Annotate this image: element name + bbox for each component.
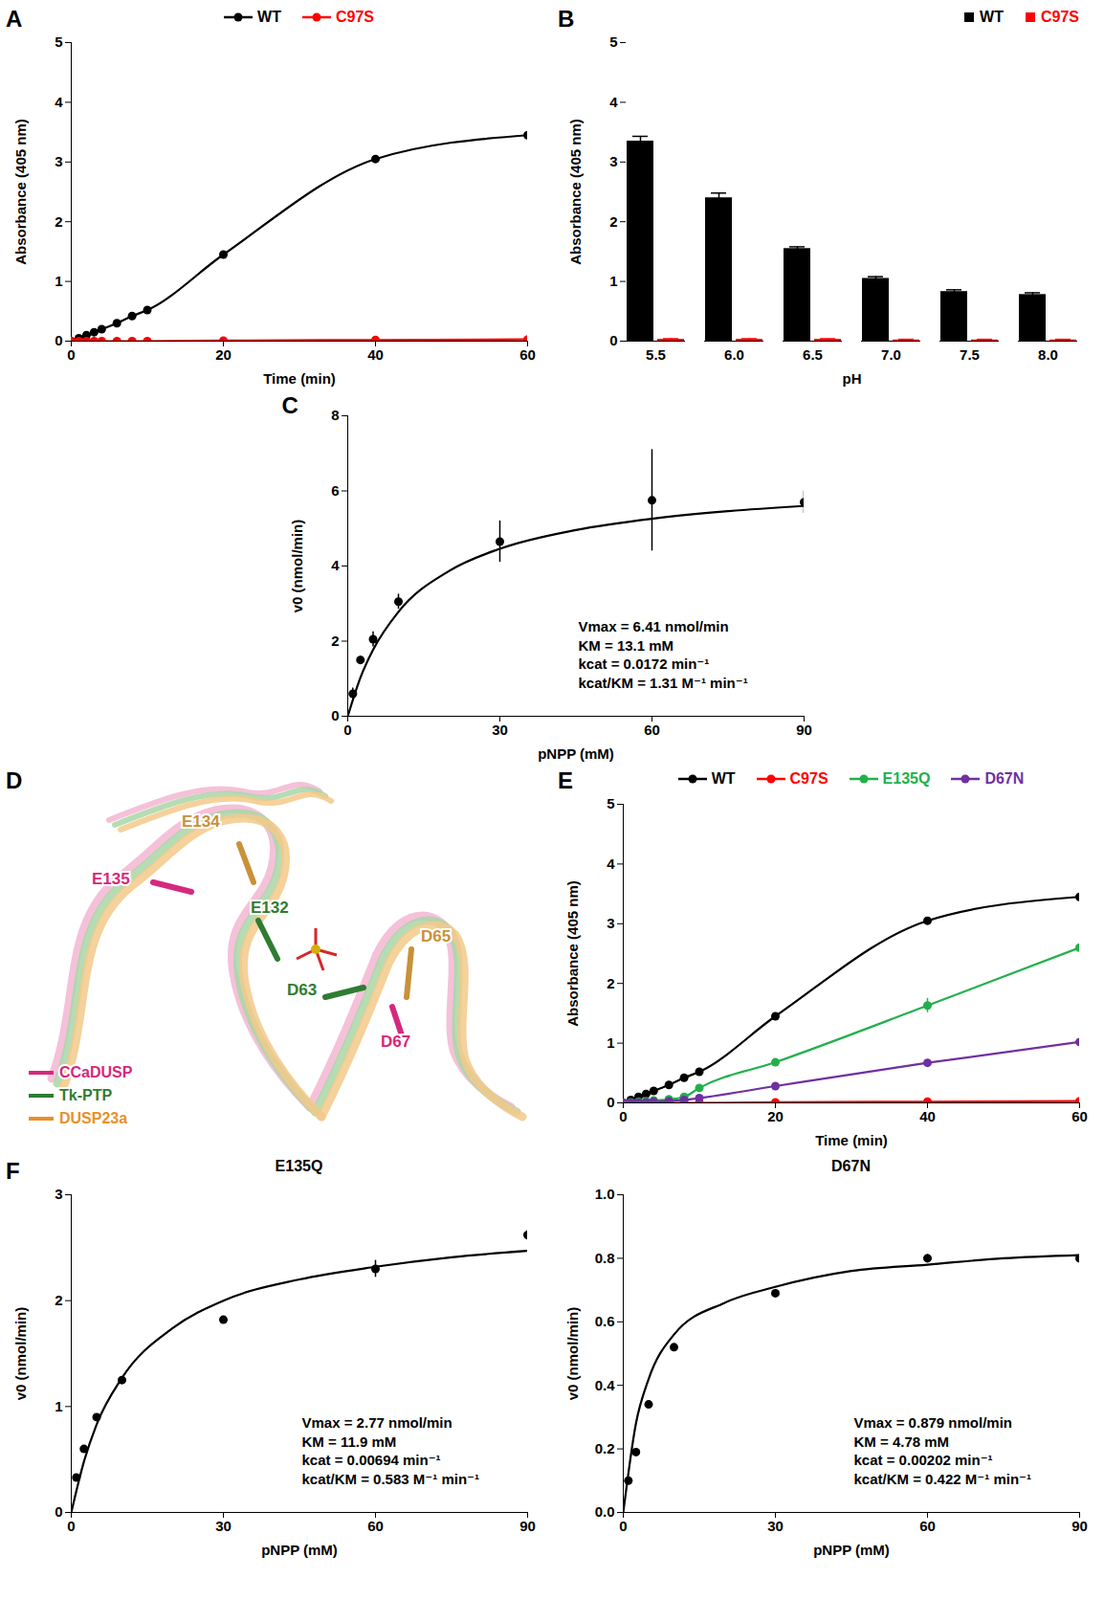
svg-text:Tk-PTP: Tk-PTP (59, 1086, 112, 1104)
svg-text:0: 0 (54, 331, 63, 349)
svg-text:2: 2 (606, 974, 615, 992)
svg-text:0.4: 0.4 (595, 1376, 617, 1393)
html-text:WT: WT (711, 770, 736, 787)
svg-text:0: 0 (66, 1517, 75, 1534)
svg-text:Absorbance (405 nm): Absorbance (405 nm) (567, 118, 584, 265)
svg-text:3: 3 (606, 914, 615, 931)
html-text:A: A (5, 5, 23, 32)
svg-text:E132: E132 (250, 898, 289, 917)
svg-text:40: 40 (919, 1107, 936, 1125)
svg-text:0.8: 0.8 (595, 1249, 616, 1266)
svg-text:30: 30 (491, 721, 508, 738)
svg-text:0: 0 (618, 1517, 627, 1534)
svg-text:Absorbance (405 nm): Absorbance (405 nm) (564, 880, 581, 1027)
svg-text:0.0: 0.0 (595, 1502, 616, 1520)
svg-text:pH: pH (842, 370, 862, 387)
svg-text:5: 5 (609, 33, 618, 50)
svg-text:1: 1 (609, 272, 618, 289)
svg-text:1.0: 1.0 (595, 1185, 616, 1202)
svg-text:30: 30 (767, 1517, 784, 1534)
svg-text:3: 3 (54, 153, 63, 170)
svg-text:3: 3 (609, 153, 618, 170)
html-text:C97S: C97S (335, 8, 375, 25)
svg-text:6: 6 (331, 482, 339, 499)
html-text:F: F (5, 1157, 20, 1184)
svg-text:Vmax = 0.879 nmol/minKM = 4.78: Vmax = 0.879 nmol/minKM = 4.78 mMkcat = … (854, 1413, 1032, 1487)
html-text:E: E (557, 767, 574, 794)
svg-text:8: 8 (331, 406, 339, 423)
svg-text:Absorbance (405 nm): Absorbance (405 nm) (12, 118, 29, 265)
svg-text:90: 90 (519, 1517, 536, 1534)
svg-text:20: 20 (215, 346, 232, 363)
svg-text:Vmax = 2.77 nmol/minKM = 11.9: Vmax = 2.77 nmol/minKM = 11.9 mMkcat = 0… (302, 1413, 480, 1487)
svg-text:2: 2 (54, 1291, 63, 1308)
svg-text:4: 4 (54, 93, 64, 111)
svg-text:0: 0 (606, 1093, 615, 1110)
svg-text:E134: E134 (181, 812, 221, 831)
svg-text:Time (min): Time (min) (815, 1131, 888, 1149)
svg-text:0: 0 (54, 1502, 63, 1520)
html-text:E135Q: E135Q (275, 1157, 323, 1174)
svg-text:v0 (nmol/min): v0 (nmol/min) (564, 1306, 581, 1401)
svg-text:5: 5 (54, 33, 63, 50)
html-text:C97S: C97S (789, 770, 829, 787)
html-text:WT: WT (257, 8, 282, 25)
svg-text:pNPP (mM): pNPP (mM) (537, 745, 615, 762)
svg-text:D63: D63 (287, 980, 317, 999)
svg-text:60: 60 (643, 721, 661, 738)
svg-text:8.0: 8.0 (1037, 346, 1059, 363)
svg-text:2: 2 (331, 632, 339, 649)
svg-text:4: 4 (609, 93, 619, 111)
svg-text:60: 60 (919, 1517, 936, 1534)
svg-text:0: 0 (331, 706, 339, 724)
svg-text:4: 4 (331, 556, 340, 574)
html-text:C97S: C97S (1040, 8, 1080, 25)
svg-text:2: 2 (609, 213, 618, 230)
svg-text:D67: D67 (380, 1032, 411, 1051)
svg-text:60: 60 (367, 1517, 384, 1534)
svg-text:30: 30 (215, 1517, 232, 1534)
svg-text:v0 (nmol/min): v0 (nmol/min) (288, 519, 306, 614)
svg-text:5: 5 (606, 794, 615, 812)
html-text:D67N: D67N (831, 1157, 871, 1174)
svg-text:2: 2 (54, 213, 63, 230)
svg-text:60: 60 (1071, 1107, 1088, 1125)
svg-text:0.2: 0.2 (595, 1439, 616, 1457)
svg-text:4: 4 (606, 855, 616, 872)
svg-text:0: 0 (66, 346, 75, 363)
svg-text:90: 90 (1071, 1517, 1088, 1534)
html-text:B: B (557, 5, 575, 32)
html-text:E135Q: E135Q (882, 770, 931, 787)
svg-text:0: 0 (343, 721, 352, 738)
html-text:C: C (281, 392, 299, 419)
svg-text:40: 40 (367, 346, 384, 363)
svg-text:7.5: 7.5 (959, 346, 980, 363)
svg-text:D65: D65 (420, 927, 451, 946)
svg-text:1: 1 (606, 1034, 615, 1051)
svg-text:7.0: 7.0 (881, 346, 902, 363)
svg-text:pNPP (mM): pNPP (mM) (261, 1541, 338, 1558)
svg-text:6.5: 6.5 (802, 346, 823, 363)
svg-text:v0 (nmol/min): v0 (nmol/min) (12, 1306, 29, 1401)
html-text:D: D (5, 767, 23, 794)
svg-text:Time (min): Time (min) (263, 370, 336, 387)
svg-text:5.5: 5.5 (645, 346, 666, 363)
svg-text:1: 1 (54, 1397, 63, 1414)
svg-text:CCaDUSP: CCaDUSP (59, 1063, 133, 1081)
svg-text:20: 20 (767, 1107, 784, 1125)
html-text:WT: WT (979, 8, 1004, 25)
svg-text:0: 0 (609, 331, 618, 349)
svg-text:0.6: 0.6 (595, 1312, 616, 1329)
svg-text:6.0: 6.0 (724, 346, 745, 363)
svg-text:Vmax = 6.41 nmol/minKM = 13.1: Vmax = 6.41 nmol/minKM = 13.1 mMkcat = 0… (577, 618, 748, 691)
svg-text:pNPP (mM): pNPP (mM) (813, 1541, 890, 1558)
svg-text:0: 0 (618, 1107, 627, 1125)
html-text:D67N: D67N (984, 770, 1024, 787)
svg-text:E135: E135 (91, 869, 131, 888)
svg-text:60: 60 (519, 346, 536, 363)
svg-text:1: 1 (54, 272, 63, 289)
svg-text:DUSP23a: DUSP23a (59, 1109, 128, 1127)
svg-text:3: 3 (54, 1185, 63, 1202)
svg-text:90: 90 (795, 721, 813, 738)
